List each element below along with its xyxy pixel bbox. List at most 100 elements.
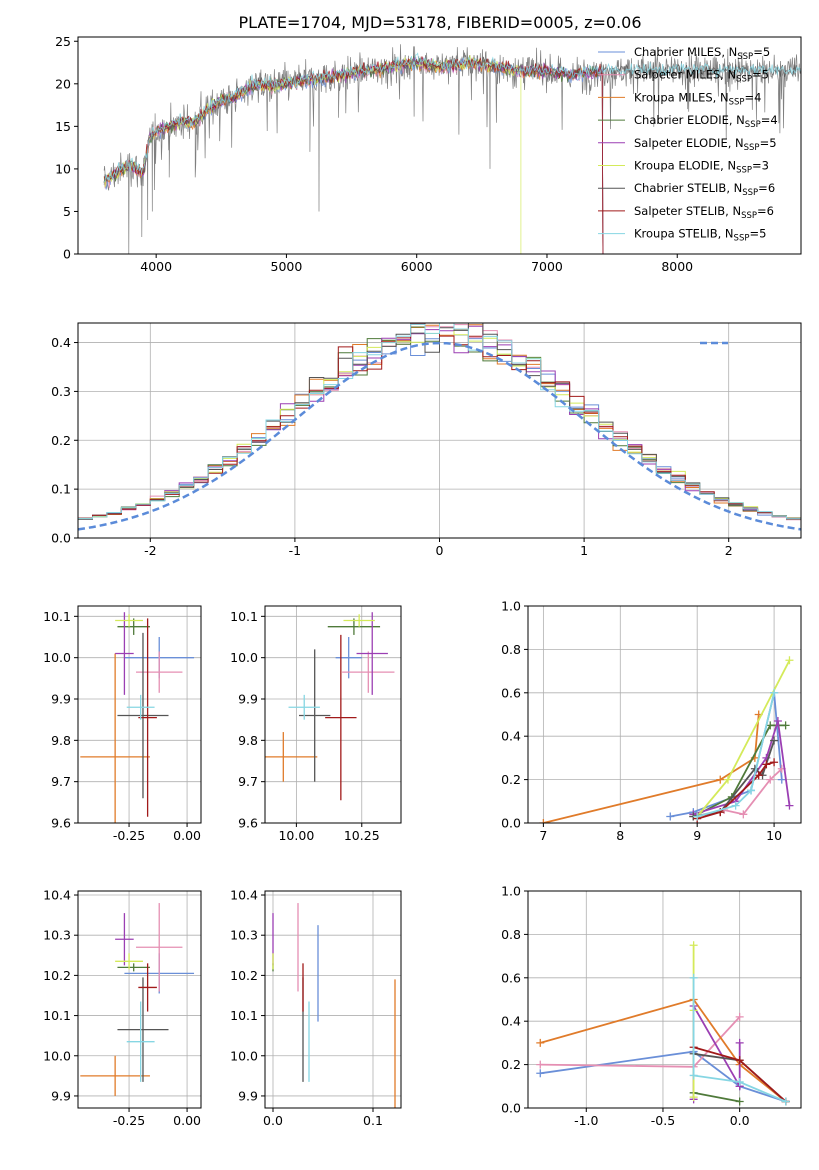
axes: -2 -1 0 1 2 0.0 0.1 0.2 0.3 0.4	[51, 322, 802, 558]
errorbar-point	[327, 618, 381, 635]
weight-marker	[754, 771, 763, 780]
chart-weight-vs-age: 7 8 9 10 0.0 0.2 0.4 0.6 0.8 1.0	[501, 599, 802, 843]
y-tick-label: 10.0	[43, 1048, 71, 1063]
x-tick-label: 0	[436, 543, 444, 558]
y-tick-label: 0.0	[51, 531, 71, 546]
figure-title: PLATE=1704, MJD=53178, FIBERID=0005, z=0…	[238, 13, 641, 32]
model-spectrum-line	[103, 52, 801, 183]
axes-frame	[527, 605, 802, 824]
errorbar-point	[117, 632, 169, 799]
weight-marker	[747, 786, 756, 795]
model-spectrum-line	[103, 56, 604, 254]
errorbar-point	[126, 694, 155, 720]
legend-label: Kroupa MILES, NSSP=4	[634, 90, 761, 107]
errorbar-point	[265, 732, 318, 782]
normal-reference-curve	[78, 341, 801, 531]
weight-marker	[770, 736, 779, 745]
y-tick-label: 10.0	[230, 1048, 258, 1063]
legend-n-eq: =	[752, 159, 762, 173]
x-tick-label: 10.25	[344, 828, 380, 843]
model-spectrum-line	[103, 56, 604, 254]
model-spectrum-line	[103, 56, 604, 254]
weight-marker	[762, 760, 771, 769]
weight-marker	[735, 1012, 744, 1021]
weight-marker	[539, 819, 548, 823]
y-tick-label: 9.9	[51, 1088, 71, 1103]
weight-marker	[536, 1069, 545, 1078]
y-tick-label: 10.2	[230, 968, 258, 983]
errorbar-point	[356, 612, 388, 695]
y-tick-label: 10.2	[43, 968, 71, 983]
axes: -1.0 -0.5 0.0 0.0 0.2 0.4 0.6 0.8 1.0	[501, 884, 802, 1128]
legend-n-eq: =	[761, 113, 771, 127]
y-tick-label: 9.7	[238, 774, 258, 789]
errorbar-point	[117, 963, 150, 972]
y-tick-label: 5	[63, 204, 71, 219]
errorbar-point	[342, 651, 395, 693]
y-tick-label: 15	[55, 119, 71, 134]
errorbar-point	[136, 903, 183, 992]
y-tick-label: 10.1	[230, 1008, 258, 1023]
legend-n-eq: =	[749, 227, 759, 241]
legend-model-name: Kroupa STELIB	[634, 227, 718, 241]
errorbar-point	[115, 913, 134, 966]
weight-marker	[689, 941, 698, 950]
plot-area	[103, 44, 801, 254]
legend-n-eq: =	[757, 204, 767, 218]
y-tick-label: 0.8	[501, 927, 521, 942]
legend-n-sub: SSP	[744, 143, 760, 153]
x-tick-label: -2	[144, 543, 156, 558]
legend-n-prefix: , N	[729, 113, 745, 127]
legend-n-sub: SSP	[742, 188, 758, 198]
legend-label: Kroupa STELIB, NSSP=5	[634, 227, 766, 244]
errorbar-point	[115, 614, 143, 627]
weight-marker	[689, 973, 698, 982]
y-tick-label: 25	[55, 34, 71, 49]
legend-model-name: Kroupa MILES	[634, 90, 713, 104]
weight-marker	[770, 688, 779, 697]
y-tick-label: 1.0	[501, 884, 521, 899]
x-tick-label: -0.25	[113, 1113, 145, 1128]
y-tick-label: 0.2	[51, 433, 71, 448]
errorbar-point	[335, 637, 362, 679]
weight-marker	[785, 656, 794, 665]
y-tick-label: 9.8	[238, 733, 258, 748]
legend-n-sub: SSP	[736, 75, 752, 85]
x-tick-label: 2	[725, 543, 733, 558]
x-tick-label: 1	[580, 543, 588, 558]
errorbar-point	[138, 963, 157, 1012]
x-tick-label: 10	[766, 828, 782, 843]
errorbar-point	[80, 653, 150, 823]
legend-n-value: 3	[762, 159, 769, 173]
legend-n-value: 5	[759, 227, 766, 241]
chart-residuals: -2 -1 0 1 2 0.0 0.1 0.2 0.3 0.4	[51, 322, 802, 558]
x-tick-label: -1.0	[574, 1113, 598, 1128]
x-tick-label: 0.1	[363, 1113, 383, 1128]
legend-label: Kroupa ELODIE, NSSP=3	[634, 159, 769, 176]
x-tick-label: 7000	[531, 259, 563, 274]
y-tick-label: 9.7	[51, 774, 71, 789]
plot-area	[78, 323, 801, 531]
model-spectrum-line	[103, 57, 604, 254]
weight-marker	[693, 812, 702, 821]
y-tick-label: 0.2	[501, 772, 521, 787]
legend-n-sub: SSP	[745, 120, 761, 130]
axes: -0.25 0.00 9.6 9.7 9.8 9.9 10.0 10.1	[43, 605, 202, 843]
x-tick-label: 5000	[271, 259, 303, 274]
y-tick-label: 10	[55, 161, 71, 176]
legend-model-name: Chabrier ELODIE	[634, 113, 729, 127]
legend-n-eq: =	[752, 68, 762, 82]
legend-n-eq: =	[760, 136, 770, 150]
axes-frame	[77, 36, 802, 255]
x-tick-label: 0.00	[173, 828, 201, 843]
y-tick-label: 10.1	[230, 609, 258, 624]
weight-marker	[735, 1038, 744, 1047]
plot-area	[272, 903, 396, 1108]
weight-marker	[536, 1060, 545, 1069]
weight-marker	[731, 801, 740, 810]
y-tick-label: 0.0	[501, 816, 521, 831]
legend-model-name: Chabrier MILES	[634, 45, 721, 59]
chart-age-vs-Z: -0.25 0.00 9.6 9.7 9.8 9.9 10.0 10.1	[43, 605, 202, 843]
